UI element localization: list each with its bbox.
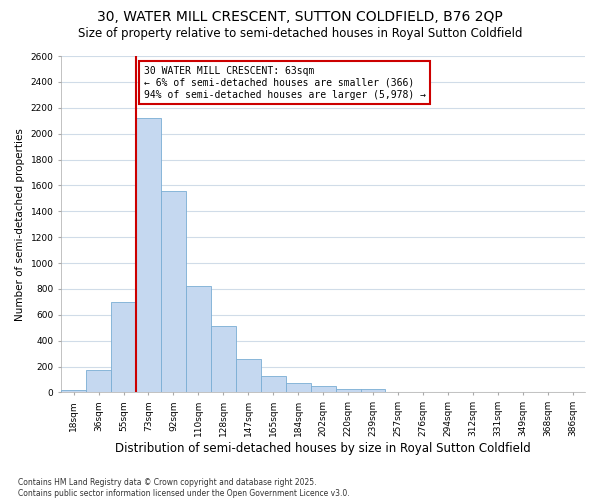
X-axis label: Distribution of semi-detached houses by size in Royal Sutton Coldfield: Distribution of semi-detached houses by … <box>115 442 531 455</box>
Text: Contains HM Land Registry data © Crown copyright and database right 2025.
Contai: Contains HM Land Registry data © Crown c… <box>18 478 350 498</box>
Bar <box>311 386 335 392</box>
Bar <box>261 376 286 392</box>
Bar <box>335 389 361 392</box>
Bar <box>186 286 211 393</box>
Bar <box>236 360 261 392</box>
Bar <box>361 388 385 392</box>
Bar <box>286 382 311 392</box>
Bar <box>211 326 236 392</box>
Bar <box>111 302 136 392</box>
Bar <box>61 390 86 392</box>
Bar <box>161 190 186 392</box>
Text: Size of property relative to semi-detached houses in Royal Sutton Coldfield: Size of property relative to semi-detach… <box>78 28 522 40</box>
Y-axis label: Number of semi-detached properties: Number of semi-detached properties <box>15 128 25 320</box>
Bar <box>86 370 111 392</box>
Text: 30, WATER MILL CRESCENT, SUTTON COLDFIELD, B76 2QP: 30, WATER MILL CRESCENT, SUTTON COLDFIEL… <box>97 10 503 24</box>
Text: 30 WATER MILL CRESCENT: 63sqm
← 6% of semi-detached houses are smaller (366)
94%: 30 WATER MILL CRESCENT: 63sqm ← 6% of se… <box>143 66 425 100</box>
Bar <box>136 118 161 392</box>
